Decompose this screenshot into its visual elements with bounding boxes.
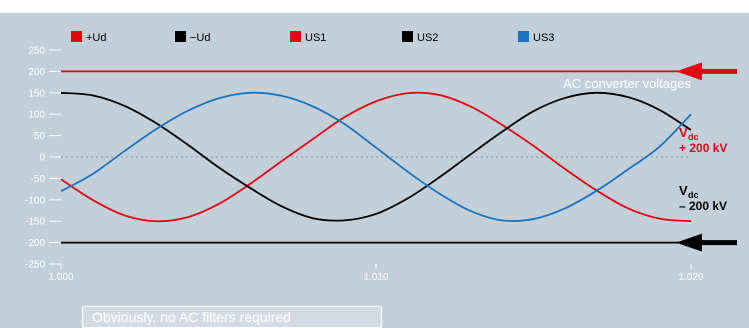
v-subscript: dc (688, 132, 699, 142)
chart-panel (0, 13, 749, 328)
arrow-left-icon (676, 62, 737, 81)
arrow-shaft (697, 240, 737, 246)
legend-label: US3 (533, 32, 554, 44)
v-subscript: dc (688, 190, 699, 200)
y-tick-label: -150 (25, 217, 45, 228)
v-symbol: V (679, 183, 688, 198)
y-tick-label: -250 (25, 260, 45, 271)
legend-label: US2 (417, 32, 438, 44)
arrow-left-icon (676, 233, 737, 252)
x-tick-label: 1.020 (678, 272, 703, 283)
x-tick-label: 1.000 (48, 272, 73, 283)
arrow-shaft (697, 68, 737, 74)
series-line-us2 (60, 91, 692, 222)
legend-label: −Ud (190, 32, 211, 44)
legend-swatch (290, 31, 301, 42)
arrow-head (676, 62, 702, 81)
top-bar (0, 0, 749, 13)
v-value: – 200 kV (679, 199, 727, 213)
v-value: + 200 kV (679, 141, 727, 155)
legend-swatch (175, 31, 186, 42)
y-tick-label: 0 (39, 153, 45, 164)
x-tick-label: 1.010 (363, 272, 388, 283)
y-tick-label: -100 (25, 195, 45, 206)
y-tick-label: -50 (31, 174, 46, 185)
y-tick-label: -200 (25, 238, 45, 249)
arrow-head (676, 233, 702, 252)
legend-swatch (518, 31, 529, 42)
legend-label: +Ud (86, 32, 107, 44)
note-box: Obviously, no AC filters required (82, 306, 382, 328)
y-tick-label: 200 (28, 67, 45, 78)
v-symbol: V (679, 125, 688, 140)
note-text: Obviously, no AC filters required (92, 309, 291, 325)
y-tick-label: 50 (34, 131, 46, 142)
y-tick-label: 150 (28, 88, 45, 99)
legend-label: US1 (305, 32, 326, 44)
ac-voltages-label: AC converter voltages (563, 76, 691, 91)
y-tick-label: 250 (28, 46, 45, 57)
legend-swatch (71, 31, 82, 42)
series-line-us3 (60, 91, 692, 222)
y-tick-label: 100 (28, 110, 45, 121)
series-layer (60, 70, 692, 244)
legend-swatch (402, 31, 413, 42)
series-line-us1 (60, 91, 692, 223)
legend: +Ud −Ud US1 US2 US3 (71, 31, 554, 44)
